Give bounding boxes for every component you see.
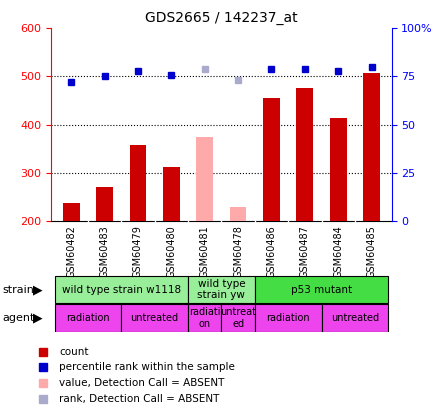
- Text: GSM60486: GSM60486: [267, 225, 276, 278]
- Text: untreated: untreated: [130, 313, 179, 323]
- Text: percentile rank within the sample: percentile rank within the sample: [59, 362, 235, 373]
- Text: wild type strain w1118: wild type strain w1118: [62, 285, 181, 294]
- Text: radiati
on: radiati on: [189, 307, 220, 329]
- FancyBboxPatch shape: [188, 276, 255, 303]
- FancyBboxPatch shape: [55, 276, 188, 303]
- Text: GSM60483: GSM60483: [100, 225, 109, 278]
- Bar: [363, 73, 380, 221]
- Text: wild type
strain yw: wild type strain yw: [198, 279, 245, 301]
- Text: count: count: [59, 347, 89, 357]
- Text: GSM60487: GSM60487: [300, 225, 310, 278]
- Bar: [96, 187, 113, 221]
- Bar: [296, 87, 313, 221]
- Bar: [63, 203, 80, 221]
- Text: p53 mutant: p53 mutant: [291, 285, 352, 294]
- FancyBboxPatch shape: [255, 276, 388, 303]
- Bar: [230, 207, 247, 221]
- Text: untreated: untreated: [331, 313, 379, 323]
- FancyBboxPatch shape: [322, 304, 388, 332]
- Text: ▶: ▶: [32, 283, 42, 296]
- Title: GDS2665 / 142237_at: GDS2665 / 142237_at: [145, 11, 298, 25]
- Text: strain: strain: [2, 285, 34, 294]
- Bar: [163, 167, 180, 221]
- Text: GSM60484: GSM60484: [333, 225, 343, 278]
- Text: value, Detection Call = ABSENT: value, Detection Call = ABSENT: [59, 378, 224, 388]
- FancyBboxPatch shape: [255, 304, 322, 332]
- Text: GSM60480: GSM60480: [166, 225, 176, 278]
- FancyBboxPatch shape: [188, 304, 222, 332]
- Text: GSM60482: GSM60482: [66, 225, 76, 278]
- Text: GSM60479: GSM60479: [133, 225, 143, 278]
- Text: radiation: radiation: [66, 313, 110, 323]
- Text: GSM60478: GSM60478: [233, 225, 243, 278]
- Text: GSM60481: GSM60481: [200, 225, 210, 278]
- Bar: [330, 118, 347, 221]
- Text: ▶: ▶: [32, 311, 42, 324]
- Text: GSM60485: GSM60485: [367, 225, 376, 278]
- FancyBboxPatch shape: [121, 304, 188, 332]
- Bar: [129, 145, 146, 221]
- Bar: [196, 136, 213, 221]
- Text: untreat
ed: untreat ed: [220, 307, 256, 329]
- Text: rank, Detection Call = ABSENT: rank, Detection Call = ABSENT: [59, 394, 219, 403]
- Bar: [263, 98, 280, 221]
- FancyBboxPatch shape: [55, 304, 121, 332]
- Text: agent: agent: [2, 313, 35, 323]
- Text: radiation: radiation: [266, 313, 310, 323]
- FancyBboxPatch shape: [222, 304, 255, 332]
